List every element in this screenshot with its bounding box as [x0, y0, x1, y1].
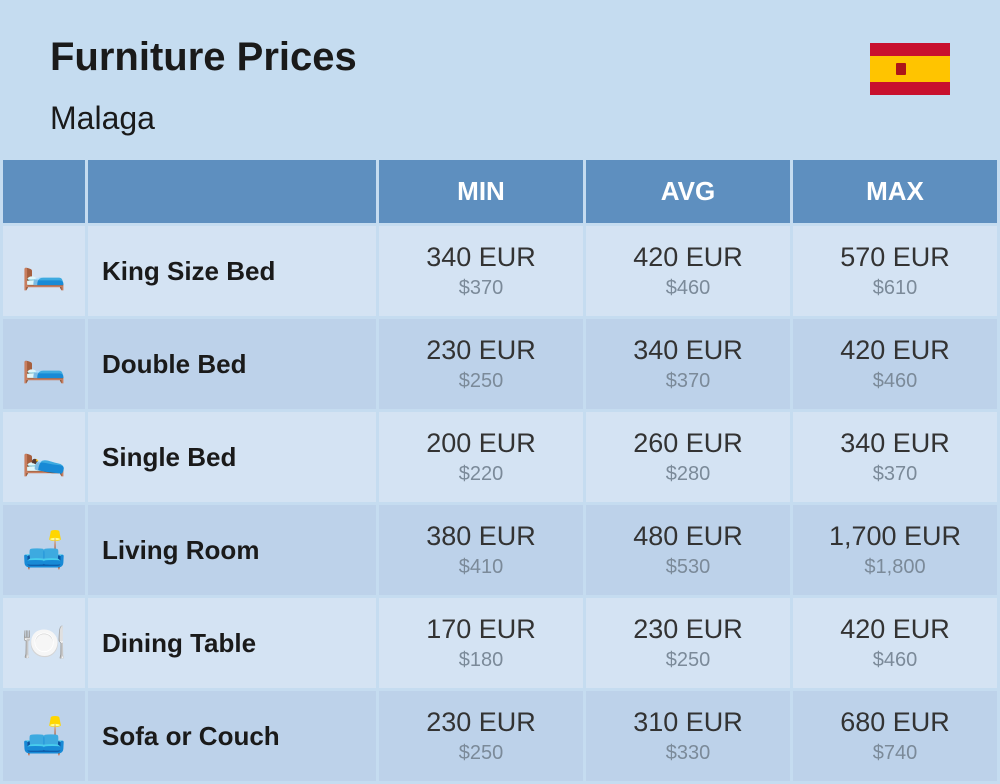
- table-row: 🛏️Double Bed 230 EUR $250 340 EUR $370 420 EU…: [3, 319, 997, 409]
- item-name: Double Bed: [88, 319, 376, 409]
- title-block: Furniture Prices Malaga: [50, 35, 357, 137]
- price-min: 380 EUR $410: [379, 505, 583, 595]
- price-max: 1,700 EUR $1,800: [793, 505, 997, 595]
- price-max-primary: 340 EUR: [801, 428, 989, 459]
- item-name: Dining Table: [88, 598, 376, 688]
- price-min-primary: 230 EUR: [387, 335, 575, 366]
- table-row: 🛌Single Bed 200 EUR $220 260 EUR $280 340 EUR…: [3, 412, 997, 502]
- price-max: 570 EUR $610: [793, 226, 997, 316]
- price-max-secondary: $1,800: [801, 556, 989, 579]
- price-max-secondary: $740: [801, 742, 989, 765]
- col-icon: [3, 160, 85, 223]
- price-max-primary: 680 EUR: [801, 707, 989, 738]
- price-avg-secondary: $330: [594, 742, 782, 765]
- price-avg-secondary: $370: [594, 370, 782, 393]
- table-row: 🛋️Living Room 380 EUR $410 480 EUR $530 1,700…: [3, 505, 997, 595]
- spain-flag-icon: [870, 43, 950, 95]
- table-header-row: MIN AVG MAX: [3, 160, 997, 223]
- price-avg-primary: 480 EUR: [594, 521, 782, 552]
- price-avg-primary: 260 EUR: [594, 428, 782, 459]
- price-max-secondary: $370: [801, 463, 989, 486]
- price-avg-primary: 310 EUR: [594, 707, 782, 738]
- page-title: Furniture Prices: [50, 35, 357, 80]
- price-max-primary: 1,700 EUR: [801, 521, 989, 552]
- price-avg: 480 EUR $530: [586, 505, 790, 595]
- king-bed-icon: 🛏️: [3, 226, 85, 316]
- sofa-icon: 🛋️: [3, 691, 85, 781]
- table-row: 🍽️Dining Table 170 EUR $180 230 EUR $250 420 …: [3, 598, 997, 688]
- price-max-primary: 570 EUR: [801, 242, 989, 273]
- price-min: 230 EUR $250: [379, 319, 583, 409]
- price-avg-secondary: $250: [594, 649, 782, 672]
- price-avg-primary: 230 EUR: [594, 614, 782, 645]
- price-min-primary: 200 EUR: [387, 428, 575, 459]
- item-name: Living Room: [88, 505, 376, 595]
- price-max-secondary: $460: [801, 649, 989, 672]
- price-avg: 420 EUR $460: [586, 226, 790, 316]
- table-row: 🛋️Sofa or Couch 230 EUR $250 310 EUR $330 680…: [3, 691, 997, 781]
- price-avg: 340 EUR $370: [586, 319, 790, 409]
- living-room-icon: 🛋️: [3, 505, 85, 595]
- table-row: 🛏️King Size Bed 340 EUR $370 420 EUR $460 570…: [3, 226, 997, 316]
- price-min-primary: 380 EUR: [387, 521, 575, 552]
- dining-table-icon: 🍽️: [3, 598, 85, 688]
- price-min-primary: 170 EUR: [387, 614, 575, 645]
- price-max: 420 EUR $460: [793, 598, 997, 688]
- item-name: King Size Bed: [88, 226, 376, 316]
- price-min-secondary: $410: [387, 556, 575, 579]
- price-min-secondary: $220: [387, 463, 575, 486]
- price-avg-primary: 340 EUR: [594, 335, 782, 366]
- price-min-secondary: $370: [387, 277, 575, 300]
- price-max-secondary: $610: [801, 277, 989, 300]
- price-min: 170 EUR $180: [379, 598, 583, 688]
- col-name: [88, 160, 376, 223]
- col-avg: AVG: [586, 160, 790, 223]
- price-avg-secondary: $280: [594, 463, 782, 486]
- price-max: 420 EUR $460: [793, 319, 997, 409]
- price-min: 230 EUR $250: [379, 691, 583, 781]
- price-max: 680 EUR $740: [793, 691, 997, 781]
- price-max-secondary: $460: [801, 370, 989, 393]
- price-min-secondary: $250: [387, 370, 575, 393]
- price-avg-secondary: $530: [594, 556, 782, 579]
- price-min-primary: 230 EUR: [387, 707, 575, 738]
- price-max-primary: 420 EUR: [801, 614, 989, 645]
- prices-table: MIN AVG MAX 🛏️King Size Bed 340 EUR $370 42…: [0, 157, 1000, 784]
- price-min: 340 EUR $370: [379, 226, 583, 316]
- price-min-secondary: $250: [387, 742, 575, 765]
- price-avg: 260 EUR $280: [586, 412, 790, 502]
- page-subtitle: Malaga: [50, 100, 357, 137]
- price-avg-primary: 420 EUR: [594, 242, 782, 273]
- item-name: Sofa or Couch: [88, 691, 376, 781]
- col-max: MAX: [793, 160, 997, 223]
- price-max: 340 EUR $370: [793, 412, 997, 502]
- price-min: 200 EUR $220: [379, 412, 583, 502]
- double-bed-icon: 🛏️: [3, 319, 85, 409]
- header: Furniture Prices Malaga: [0, 0, 1000, 157]
- single-bed-icon: 🛌: [3, 412, 85, 502]
- price-avg-secondary: $460: [594, 277, 782, 300]
- col-min: MIN: [379, 160, 583, 223]
- price-avg: 230 EUR $250: [586, 598, 790, 688]
- price-min-secondary: $180: [387, 649, 575, 672]
- price-max-primary: 420 EUR: [801, 335, 989, 366]
- item-name: Single Bed: [88, 412, 376, 502]
- price-min-primary: 340 EUR: [387, 242, 575, 273]
- price-avg: 310 EUR $330: [586, 691, 790, 781]
